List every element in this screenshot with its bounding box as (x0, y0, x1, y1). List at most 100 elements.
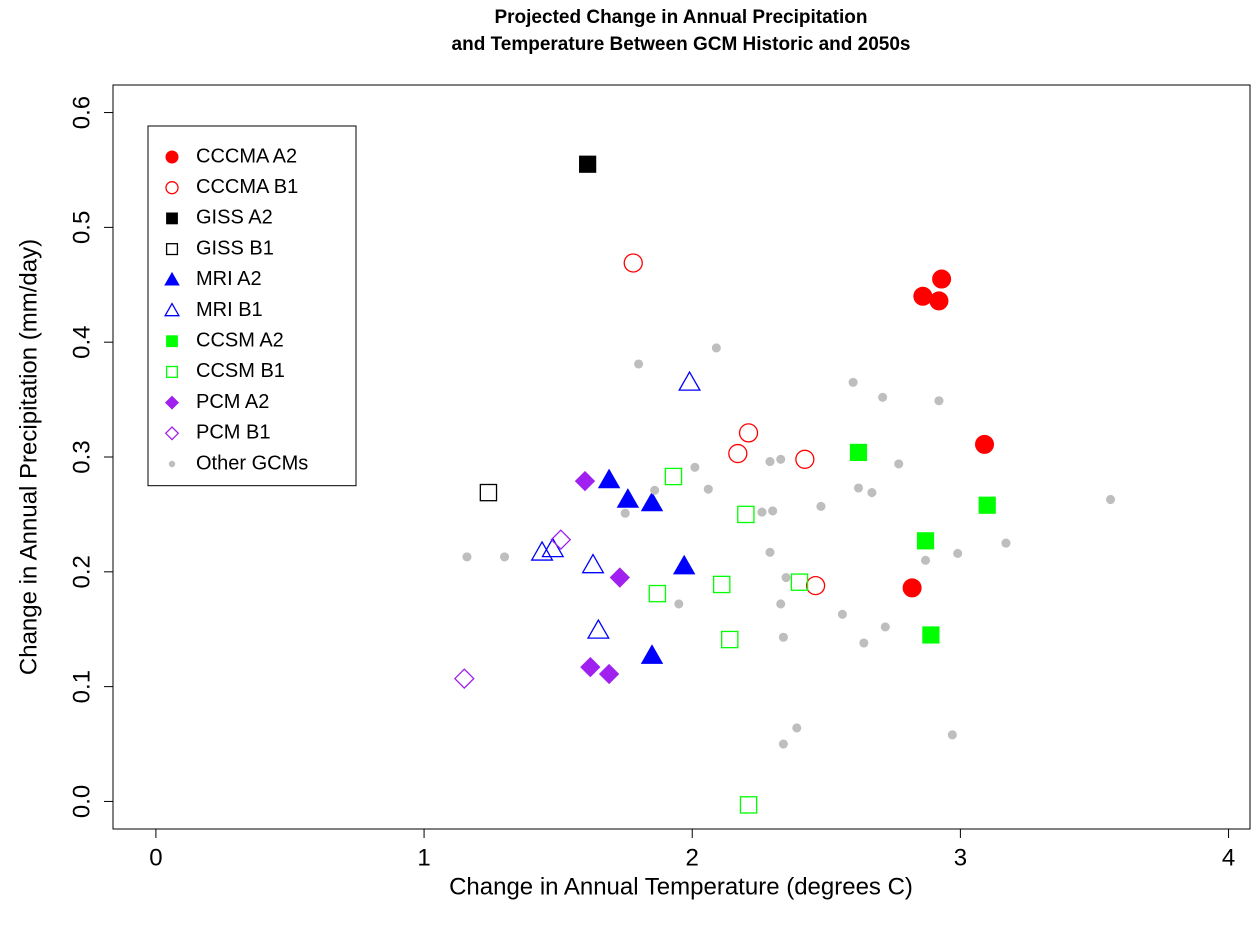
point (792, 723, 802, 733)
point (878, 392, 888, 402)
point (674, 599, 684, 609)
legend-marker (165, 365, 179, 378)
legend-marker (166, 335, 178, 348)
point (479, 483, 498, 502)
legend-label: CCCMA B1 (196, 176, 298, 198)
legend-marker (165, 150, 179, 164)
point (581, 553, 605, 574)
point (672, 554, 696, 575)
point (598, 663, 620, 685)
point (586, 618, 610, 639)
point (609, 567, 630, 588)
legend-label: PCM A2 (196, 391, 269, 413)
point (738, 423, 759, 443)
point (790, 573, 809, 591)
point (499, 552, 510, 562)
legend-label: CCSM A2 (196, 329, 284, 351)
point (934, 396, 944, 406)
legend-label: CCSM B1 (196, 360, 285, 382)
point (778, 739, 788, 749)
chart-title: Projected Change in Annual Precipitation (494, 7, 867, 28)
point (765, 457, 775, 467)
point (580, 656, 601, 678)
point (620, 508, 630, 518)
point (678, 370, 702, 391)
y-tick-label: 0.6 (68, 96, 95, 129)
x-axis-label: Change in Annual Temperature (degrees C) (449, 873, 913, 900)
point (765, 547, 775, 557)
legend-label: MRI B1 (196, 299, 263, 321)
point (849, 443, 868, 462)
point (703, 484, 713, 494)
legend-box (147, 125, 357, 487)
point (640, 491, 664, 512)
point (776, 454, 786, 464)
point (947, 730, 957, 740)
legend-marker (168, 460, 176, 468)
point (737, 505, 755, 524)
point (902, 578, 922, 598)
point (848, 377, 858, 387)
point (550, 529, 572, 551)
legend-label: GISS B1 (196, 237, 274, 259)
y-tick-label: 0.3 (68, 440, 95, 473)
legend-marker (164, 395, 180, 410)
point (739, 796, 758, 814)
y-tick-label: 0.5 (68, 211, 95, 244)
point (781, 573, 791, 583)
point (721, 630, 739, 649)
point (530, 540, 554, 561)
point (462, 552, 472, 562)
point (837, 609, 847, 619)
chart-title: and Temperature Between GCM Historic and… (452, 34, 911, 55)
legend-label: Other GCMs (196, 452, 308, 474)
point (795, 449, 815, 469)
legend-marker (163, 302, 181, 317)
x-tick-label: 0 (149, 844, 162, 871)
point (650, 485, 660, 495)
point (712, 575, 731, 594)
x-tick-label: 4 (1222, 844, 1235, 871)
point (880, 622, 890, 632)
point (978, 496, 996, 514)
point (867, 488, 877, 498)
y-tick-label: 0.1 (68, 670, 95, 703)
point (597, 468, 621, 489)
point (916, 532, 935, 550)
legend-label: PCM B1 (196, 422, 270, 444)
point (728, 443, 748, 464)
legend-label: GISS A2 (196, 207, 273, 229)
point (768, 506, 778, 516)
point (1001, 538, 1011, 548)
point (541, 537, 565, 558)
point (975, 434, 995, 454)
y-tick-label: 0.4 (68, 325, 95, 358)
point (920, 555, 931, 565)
legend-marker (165, 243, 179, 256)
point (922, 626, 940, 644)
point (648, 584, 667, 603)
legend-marker (164, 426, 180, 441)
point (579, 155, 597, 173)
legend-label: CCCMA A2 (196, 145, 297, 167)
x-tick-label: 1 (417, 844, 430, 871)
legend-marker (166, 212, 178, 225)
y-tick-label: 0.0 (68, 785, 95, 818)
point (574, 470, 596, 492)
point (640, 644, 664, 664)
point (929, 291, 949, 311)
point (711, 343, 721, 353)
y-axis-label: Change in Annual Precipitation (mm/day) (15, 239, 42, 675)
y-tick-label: 0.2 (68, 555, 95, 588)
point (853, 483, 864, 493)
point (932, 269, 952, 289)
x-tick-label: 3 (954, 844, 967, 871)
point (623, 253, 643, 273)
point (776, 599, 786, 609)
point (816, 501, 826, 511)
point (894, 459, 904, 469)
point (757, 507, 767, 517)
point (616, 488, 640, 508)
